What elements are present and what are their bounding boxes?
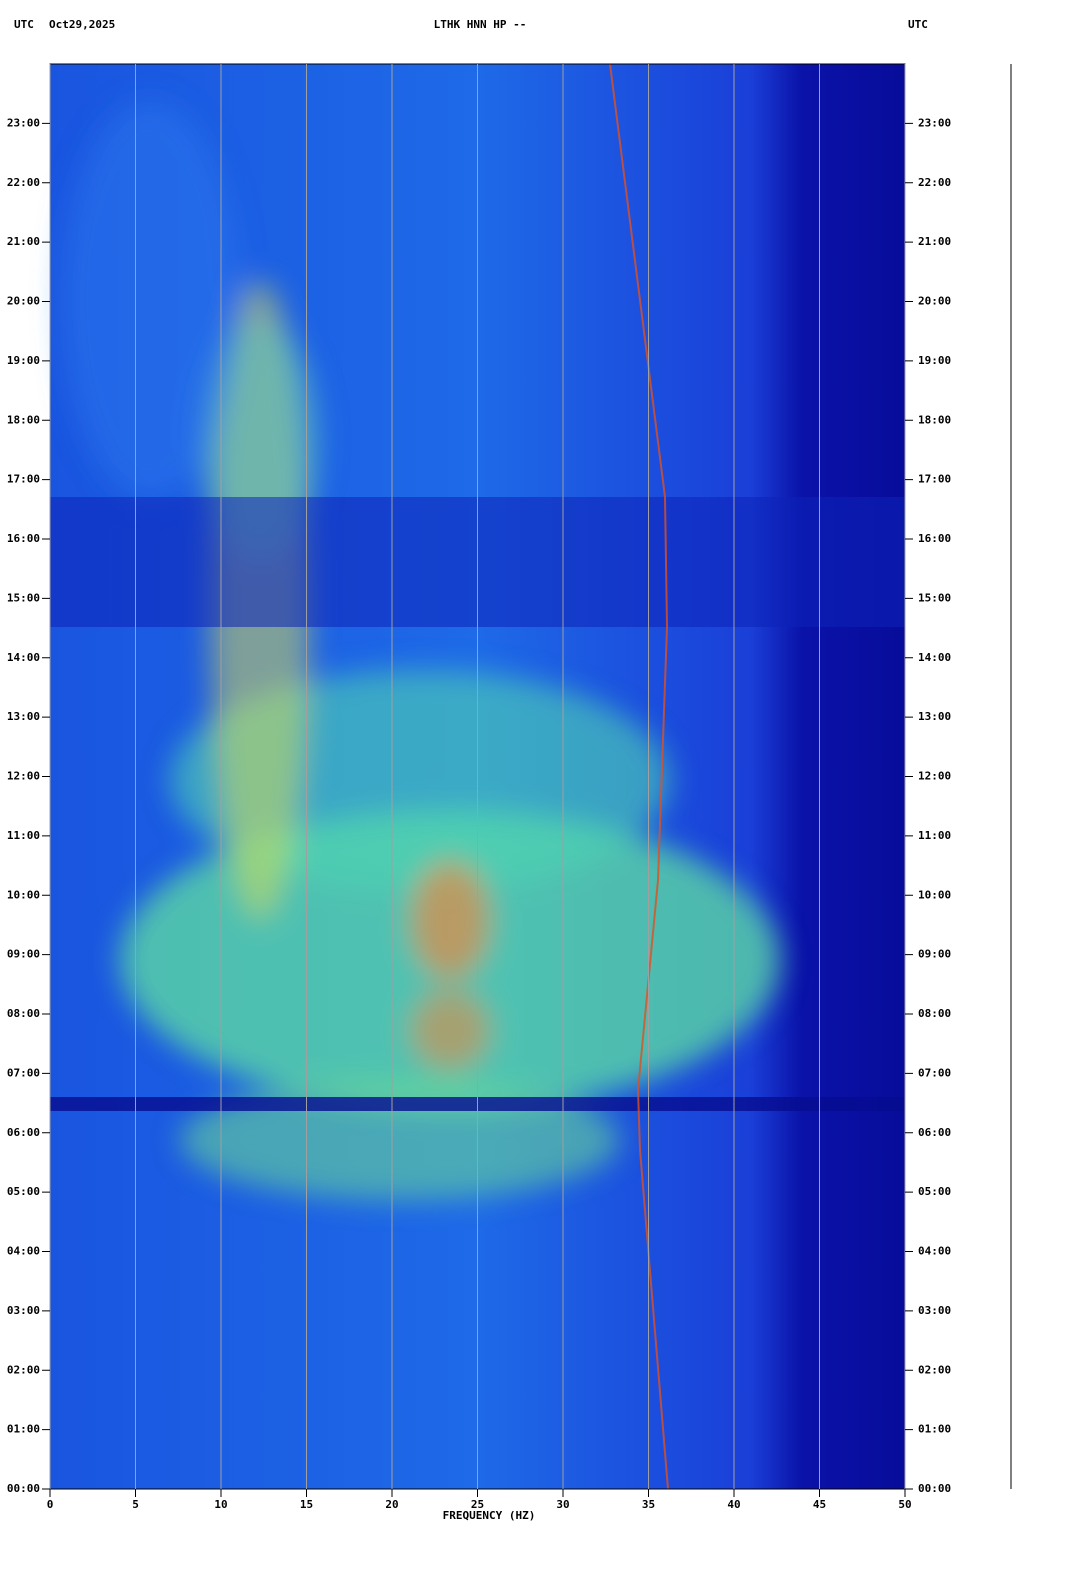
chart-title: LTHK HNN HP -- — [434, 18, 527, 31]
y-tick-label: 10:00 — [7, 888, 40, 901]
y-tick-label: 15:00 — [7, 591, 40, 604]
y-tick-label-right: 19:00 — [918, 354, 951, 367]
y-tick-label: 11:00 — [7, 829, 40, 842]
x-tick-label: 15 — [300, 1498, 313, 1511]
y-tick-label-right: 06:00 — [918, 1126, 951, 1139]
y-tick-label: 14:00 — [7, 651, 40, 664]
y-tick-label-right: 13:00 — [918, 710, 951, 723]
y-tick-label: 06:00 — [7, 1126, 40, 1139]
y-tick-label-right: 22:00 — [918, 176, 951, 189]
y-tick-label: 07:00 — [7, 1066, 40, 1079]
y-tick-label-right: 21:00 — [918, 235, 951, 248]
x-tick-label: 40 — [727, 1498, 740, 1511]
y-tick-label-right: 09:00 — [918, 948, 951, 961]
y-tick-label-right: 01:00 — [918, 1423, 951, 1436]
tz-left: UTC — [14, 18, 34, 31]
y-tick-label-right: 04:00 — [918, 1245, 951, 1258]
y-tick-label: 03:00 — [7, 1304, 40, 1317]
x-tick-label: 45 — [813, 1498, 826, 1511]
y-tick-label: 02:00 — [7, 1363, 40, 1376]
y-tick-label-right: 17:00 — [918, 473, 951, 486]
drift-line — [609, 63, 669, 1490]
y-tick-label-right: 08:00 — [918, 1007, 951, 1020]
y-tick-label: 22:00 — [7, 176, 40, 189]
y-tick-label: 21:00 — [7, 235, 40, 248]
y-tick-label-right: 07:00 — [918, 1066, 951, 1079]
x-tick-label: 30 — [556, 1498, 569, 1511]
x-axis-label: FREQUENCY (HZ) — [443, 1509, 536, 1522]
spectrogram-energy — [60, 100, 780, 1200]
y-tick-label-right: 12:00 — [918, 770, 951, 783]
y-tick-label-right: 18:00 — [918, 413, 951, 426]
x-tick-label: 35 — [642, 1498, 655, 1511]
y-tick-label: 12:00 — [7, 770, 40, 783]
y-tick-label: 13:00 — [7, 710, 40, 723]
y-tick-label: 01:00 — [7, 1423, 40, 1436]
y-tick-label-right: 11:00 — [918, 829, 951, 842]
y-tick-label-right: 14:00 — [918, 651, 951, 664]
x-tick-label: 5 — [132, 1498, 139, 1511]
x-tick-label: 20 — [385, 1498, 398, 1511]
y-tick-label: 20:00 — [7, 295, 40, 308]
y-tick-label-right: 00:00 — [918, 1482, 951, 1495]
y-tick-label: 16:00 — [7, 532, 40, 545]
y-tick-label: 23:00 — [7, 116, 40, 129]
y-tick-label: 09:00 — [7, 948, 40, 961]
y-tick-label: 17:00 — [7, 473, 40, 486]
x-tick-label: 0 — [47, 1498, 54, 1511]
y-tick-label-right: 03:00 — [918, 1304, 951, 1317]
tz-right: UTC — [908, 18, 928, 31]
x-tick-label: 10 — [214, 1498, 227, 1511]
y-tick-label: 05:00 — [7, 1185, 40, 1198]
y-tick-label-right: 10:00 — [918, 888, 951, 901]
y-tick-label-right: 05:00 — [918, 1185, 951, 1198]
y-tick-label-right: 20:00 — [918, 295, 951, 308]
y-tick-label: 08:00 — [7, 1007, 40, 1020]
x-tick-label: 25 — [471, 1498, 484, 1511]
x-tick-label: 50 — [898, 1498, 911, 1511]
y-tick-label-right: 23:00 — [918, 116, 951, 129]
y-tick-label: 00:00 — [7, 1482, 40, 1495]
date: Oct29,2025 — [49, 18, 115, 31]
y-tick-label: 19:00 — [7, 354, 40, 367]
y-tick-label-right: 15:00 — [918, 591, 951, 604]
y-tick-label: 04:00 — [7, 1245, 40, 1258]
y-tick-label-right: 02:00 — [918, 1363, 951, 1376]
y-tick-label: 18:00 — [7, 413, 40, 426]
y-tick-label-right: 16:00 — [918, 532, 951, 545]
